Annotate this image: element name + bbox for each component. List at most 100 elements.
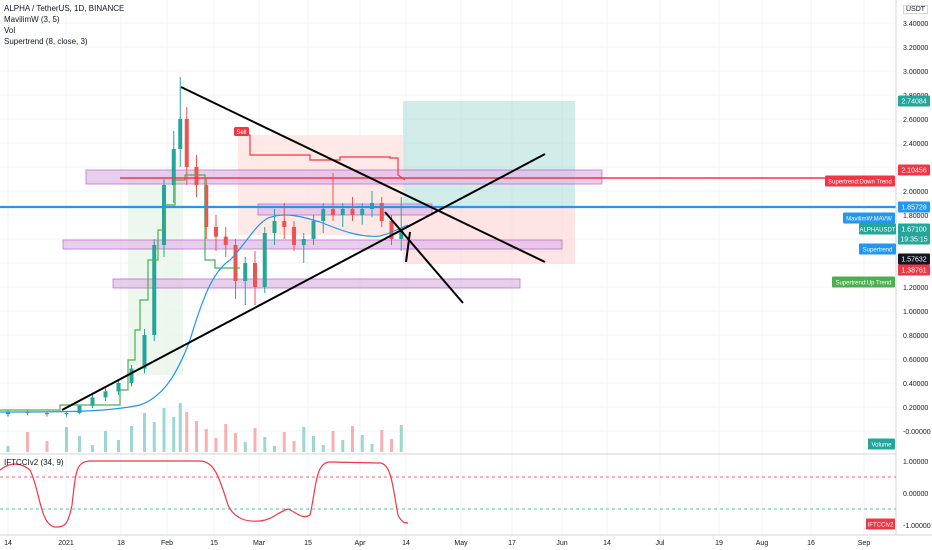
- volume-bar: [370, 444, 374, 452]
- price-badge-text: 2.74084: [901, 99, 926, 106]
- symbol-title[interactable]: ALPHA / TetherUS, 1D, BINANCE: [4, 4, 125, 13]
- legend-mavilim[interactable]: MavilimW (3, 5): [4, 15, 60, 24]
- osc-tick-label: -1.00000: [903, 523, 931, 530]
- volume-bar: [204, 429, 208, 452]
- volume-bar: [45, 441, 49, 452]
- osc-tick-label: 0.00000: [903, 491, 928, 498]
- price-badge: [898, 233, 930, 245]
- candle-body: [152, 245, 157, 335]
- volume-bar: [26, 432, 29, 452]
- candle-body: [142, 335, 147, 369]
- price-badge: [898, 201, 930, 213]
- indicator-tag: [859, 223, 896, 235]
- candle-body: [194, 167, 199, 185]
- price-tick-label: 0.40000: [903, 381, 928, 388]
- candle-body: [360, 209, 365, 215]
- price-tick-label: 0.80000: [903, 333, 928, 340]
- time-tick-label: 15: [304, 540, 312, 547]
- volume-bar: [224, 424, 228, 452]
- price-badge-text: 19:35:15: [900, 237, 927, 244]
- osc-legend[interactable]: IFTCCIv2 (34, 9): [4, 458, 64, 467]
- price-tick-label: -0.00000: [903, 429, 931, 436]
- indicator-tag-text: ALPHAUSDT: [859, 228, 895, 234]
- candle-body: [116, 383, 121, 392]
- volume-bar: [243, 442, 247, 452]
- price-badge-text: 1.85728: [901, 205, 926, 212]
- candle-body: [262, 233, 267, 287]
- candle-body: [379, 203, 384, 221]
- time-tick-label: Jul: [656, 540, 665, 547]
- candle-body: [64, 413, 69, 415]
- price-badges: 2.74084 2.10456 1.85728 1.67100 19:35:15 1.57…: [898, 95, 930, 276]
- price-tick-label: 2.40000: [903, 141, 928, 148]
- volume-bar: [104, 431, 107, 452]
- candle-body: [103, 391, 108, 398]
- indicator-tag-text: MavilimW:MAVW: [846, 217, 892, 223]
- volume-bar: [65, 427, 68, 452]
- price-badge: [898, 95, 930, 107]
- volume-bar: [117, 440, 120, 452]
- indicator-tag-text: Supertrend: [863, 248, 893, 254]
- price-tick-label: 2.60000: [903, 117, 928, 124]
- price-badge-text: 1.57632: [901, 257, 926, 264]
- candle-body: [77, 405, 82, 413]
- indicator-tag: [866, 518, 895, 530]
- legend-vol[interactable]: Vol: [4, 26, 16, 35]
- indicator-tag: [832, 276, 895, 288]
- supertrend-up-line: [0, 174, 240, 411]
- candle-body: [162, 185, 166, 245]
- target-zone: [403, 101, 575, 208]
- time-tick-label: 16: [807, 540, 815, 547]
- price-badge-text: 2.10456: [901, 168, 926, 175]
- candle-body: [243, 263, 248, 281]
- candle-body: [233, 245, 238, 281]
- time-tick-label: 18: [117, 540, 125, 547]
- time-tick-label: Apr: [355, 540, 367, 547]
- time-tick-label: Aug: [756, 540, 769, 547]
- volume-bar: [360, 435, 364, 452]
- volume-bar: [263, 437, 267, 452]
- volume-bar: [130, 426, 133, 452]
- volume-bar: [195, 421, 198, 452]
- indicators: [0, 134, 896, 413]
- candle-body: [223, 236, 228, 245]
- candle-body: [292, 227, 296, 245]
- time-axis[interactable]: 14 2021 18 Feb 15 Mar 15 Apr 14 May 17 Jun 14 Jul 19 Au…: [4, 540, 870, 547]
- time-tick-label: Mar: [253, 540, 266, 547]
- volume-bar: [282, 432, 286, 452]
- price-tick-label: 3.00000: [903, 69, 928, 76]
- sell-label: Sell: [234, 127, 249, 136]
- indicator-tag: [859, 243, 896, 255]
- volume-bar: [178, 403, 182, 452]
- candle-body: [253, 263, 257, 287]
- candle-body: [301, 239, 306, 245]
- volume-bar: [185, 412, 189, 452]
- volume-bar: [351, 426, 354, 452]
- price-tick-label: 1.80000: [903, 213, 928, 220]
- volume-bar: [390, 439, 393, 452]
- price-tick-label: 0.20000: [903, 405, 928, 412]
- volume-bar: [302, 427, 306, 452]
- price-tick-label: 0.60000: [903, 357, 928, 364]
- candle-body: [389, 221, 394, 239]
- currency-label[interactable]: USDT: [903, 5, 929, 14]
- candle-body: [331, 209, 335, 215]
- candle-body: [340, 209, 345, 215]
- time-tick-label: 14: [4, 540, 12, 547]
- volume-bar: [152, 422, 156, 452]
- time-tick-label: 19: [715, 540, 723, 547]
- price-badge: [898, 223, 930, 235]
- candle-body: [6, 411, 10, 415]
- candles: [6, 77, 404, 417]
- price-badge-text: 1.38761: [901, 268, 926, 275]
- drop-trendline: [384, 211, 464, 304]
- short-trendline: [405, 231, 411, 263]
- candle-body: [45, 413, 49, 415]
- volume-bar: [162, 408, 166, 452]
- legend-supertrend[interactable]: Supertrend (8, close, 3): [4, 37, 88, 46]
- time-tick-label: 2021: [58, 540, 74, 547]
- candle-body: [282, 221, 287, 227]
- price-tick-label: 3.40000: [903, 21, 928, 28]
- candle-body: [129, 368, 134, 383]
